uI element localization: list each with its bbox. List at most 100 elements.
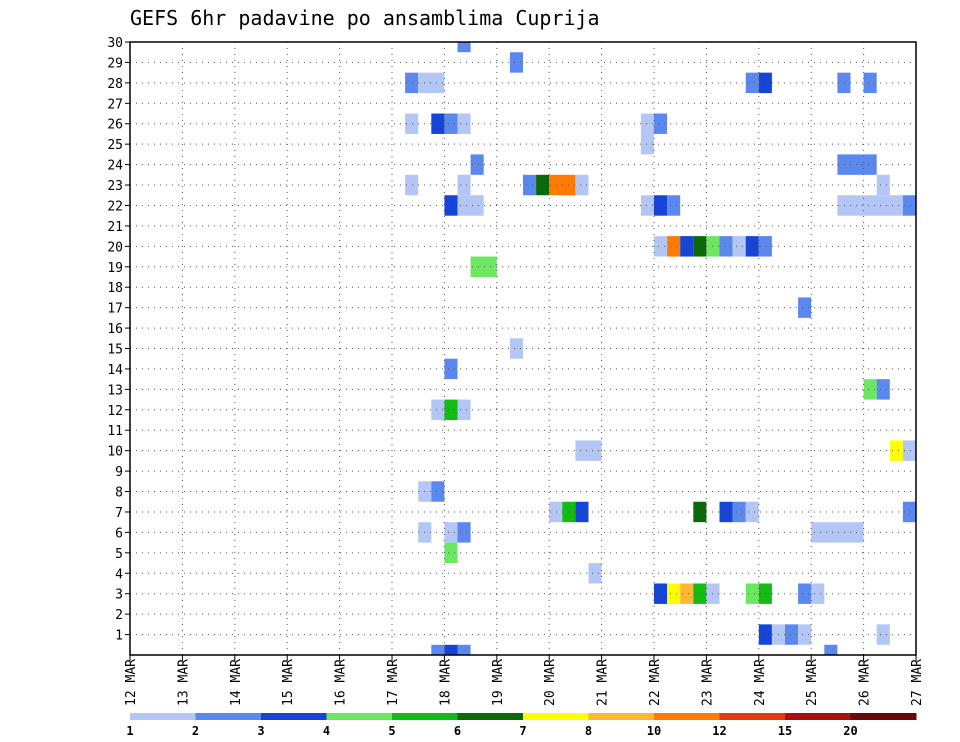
y-tick-label: 16	[107, 322, 123, 337]
x-tick-label: 17 MAR	[386, 659, 401, 706]
y-tick-label: 2	[115, 608, 123, 623]
heatmap-cell	[431, 113, 445, 134]
heatmap-cell	[667, 236, 681, 257]
y-tick-label: 24	[107, 159, 123, 174]
colorbar-swatch	[195, 713, 262, 720]
y-tick-label: 26	[107, 118, 123, 133]
heatmap-cell	[457, 174, 471, 196]
heatmap-cell	[575, 440, 602, 461]
heatmap-cell	[693, 501, 707, 523]
colorbar-label: 20	[843, 724, 857, 738]
heatmap-cell	[837, 195, 903, 216]
heatmap-cell	[549, 501, 563, 523]
x-tick-label: 20 MAR	[543, 659, 558, 706]
heatmap-cell	[902, 195, 916, 216]
heatmap-cell	[719, 236, 733, 257]
y-tick-label: 15	[107, 343, 123, 358]
x-tick-label: 19 MAR	[491, 659, 506, 706]
heatmap-cell	[876, 174, 890, 196]
heatmap-cell	[418, 72, 445, 94]
y-tick-label: 11	[107, 424, 123, 439]
y-tick-label: 12	[107, 404, 123, 419]
x-tick-label: 22 MAR	[648, 659, 663, 706]
heatmap-cell	[889, 440, 903, 461]
colorbar-label: 10	[647, 724, 661, 738]
heatmap-cell	[654, 195, 668, 216]
heatmap-cell	[902, 501, 916, 523]
heatmap-cells	[405, 42, 916, 655]
heatmap-cell	[457, 195, 484, 216]
y-tick-label: 9	[115, 465, 123, 480]
heatmap-cell	[457, 522, 471, 543]
heatmap-cell	[523, 174, 537, 196]
y-tick-label: 18	[107, 281, 123, 296]
heatmap-cell	[405, 72, 419, 94]
y-tick-label: 28	[107, 77, 123, 92]
colorbar-label: 6	[454, 724, 461, 738]
heatmap-cell	[837, 72, 851, 94]
heatmap-cell	[798, 583, 812, 604]
colorbar-swatch	[457, 713, 524, 720]
heatmap-cell	[811, 522, 864, 543]
heatmap-cell	[444, 522, 458, 543]
colorbar-label: 8	[585, 724, 592, 738]
heatmap-cell	[509, 338, 523, 359]
y-tick-label: 29	[107, 56, 123, 71]
heatmap-cell	[457, 399, 471, 421]
colorbar-swatch	[654, 713, 720, 720]
heatmap-cell	[431, 481, 445, 502]
y-tick-label: 7	[115, 506, 123, 521]
heatmap-cell	[758, 624, 772, 645]
colorbar-swatch	[523, 713, 589, 720]
heatmap-cell	[654, 583, 668, 604]
heatmap-cell	[811, 583, 825, 604]
heatmap-cell	[536, 174, 550, 196]
heatmap-cell	[431, 399, 445, 421]
x-tick-label: 16 MAR	[334, 659, 349, 706]
y-tick-label: 25	[107, 138, 123, 153]
x-tick-label: 23 MAR	[700, 659, 715, 706]
y-tick-label: 17	[107, 302, 123, 317]
heatmap-cell	[732, 236, 746, 257]
heatmap-cell	[640, 195, 654, 216]
y-tick-label: 23	[107, 179, 123, 194]
x-tick-label: 14 MAR	[229, 659, 244, 706]
heatmap-cell	[405, 113, 419, 134]
x-tick-label: 24 MAR	[753, 659, 768, 706]
x-tick-label: 13 MAR	[176, 659, 191, 706]
y-tick-label: 19	[107, 261, 123, 276]
heatmap-cell	[457, 113, 471, 134]
heatmap-cell	[785, 624, 799, 645]
x-tick-label: 15 MAR	[281, 659, 296, 706]
chart-title: GEFS 6hr padavine po ansamblima Cuprija	[130, 6, 600, 30]
heatmap-cell	[798, 297, 812, 318]
heatmap-cell	[457, 644, 471, 655]
x-tick-label: 27 MAR	[910, 659, 925, 706]
x-tick-label: 21 MAR	[596, 659, 611, 706]
y-tick-label: 21	[107, 220, 123, 235]
y-tick-label: 13	[107, 383, 123, 398]
heatmap-cell	[667, 583, 681, 604]
colorbar-label: 7	[519, 724, 526, 738]
heatmap-cell	[732, 501, 746, 523]
heatmap-cell	[863, 379, 877, 400]
y-tick-label: 22	[107, 199, 123, 214]
y-tick-label: 3	[115, 588, 123, 603]
heatmap-cell	[837, 154, 877, 175]
heatmap-cell	[680, 583, 694, 604]
colorbar-swatch	[392, 713, 458, 720]
colorbar: 1 2 3 4 5 6 7 8 10 12 15 20	[126, 713, 917, 738]
heatmap-cell	[902, 440, 916, 461]
heatmap-cell	[640, 133, 654, 155]
colorbar-label: 4	[323, 724, 330, 738]
colorbar-swatch	[588, 713, 655, 720]
x-tick-label: 12 MAR	[124, 659, 139, 706]
heatmap-cell	[758, 72, 772, 94]
y-tick-label: 10	[107, 445, 123, 460]
heatmap-cell	[680, 236, 694, 257]
x-tick-label: 26 MAR	[858, 659, 873, 706]
heatmap-cell	[654, 113, 668, 134]
colorbar-label: 12	[712, 724, 726, 738]
heatmap-cell	[470, 154, 484, 175]
